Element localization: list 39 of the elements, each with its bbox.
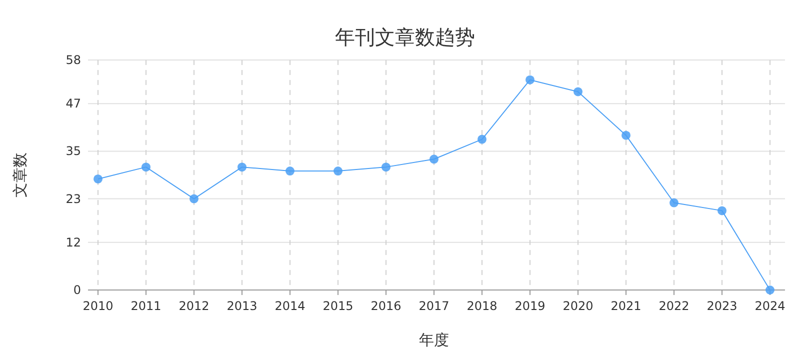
x-tick-label: 2019 [514,299,546,313]
x-tick-label: 2022 [658,299,690,313]
point [238,162,246,172]
y-tick-label: 47 [66,96,81,111]
x-tick-label: 2021 [610,299,642,313]
chart-title: 年刊文章数趋势 [335,25,475,49]
x-tick-label: 2017 [418,299,450,313]
point [718,206,726,216]
x-tick-label: 2016 [370,299,402,313]
point [334,166,342,176]
x-tick-label: 2018 [466,299,498,313]
x-tick-label: 2014 [274,299,306,313]
point [142,162,150,172]
point [94,174,102,184]
point [622,130,630,140]
point [286,166,294,176]
x-axis-title: 年度 [419,331,449,349]
y-tick-label: 35 [66,144,81,158]
y-tick-label: 58 [66,53,81,67]
x-tick-label: 2011 [130,299,162,313]
y-axis-title: 文章数 [11,152,29,198]
x-tick-label: 2015 [322,299,354,313]
point [430,154,438,164]
point [670,198,678,208]
x-tick-label: 2013 [226,299,258,313]
x-tick-label: 2024 [754,299,786,313]
point [574,87,582,96]
point [190,194,198,204]
y-tick-label: 0 [73,283,81,297]
point [526,75,534,84]
x-tick-label: 2012 [178,299,210,313]
point [766,286,774,294]
y-tick-label: 12 [66,235,81,250]
x-tick-label: 2023 [706,299,738,313]
point [478,134,486,144]
x-tick-label: 2010 [82,299,114,313]
x-tick-label: 2020 [562,299,594,313]
y-tick-label: 23 [66,192,81,206]
point [382,162,390,172]
